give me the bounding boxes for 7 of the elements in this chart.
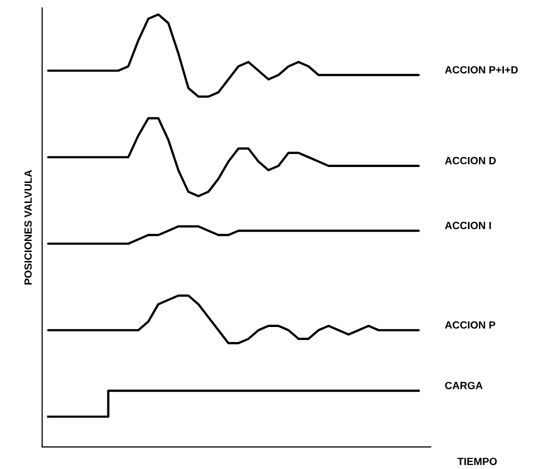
text: ACCION P+I+D <box>444 66 518 74</box>
text: ACCION D <box>444 156 496 164</box>
text: ACCION P <box>444 321 496 329</box>
text: ACCION I <box>444 222 491 230</box>
y-axis-title: POSICIONES VALVULA <box>24 170 32 284</box>
text: CARGA <box>445 382 483 390</box>
x-axis-title: TIEMPO <box>457 458 497 466</box>
